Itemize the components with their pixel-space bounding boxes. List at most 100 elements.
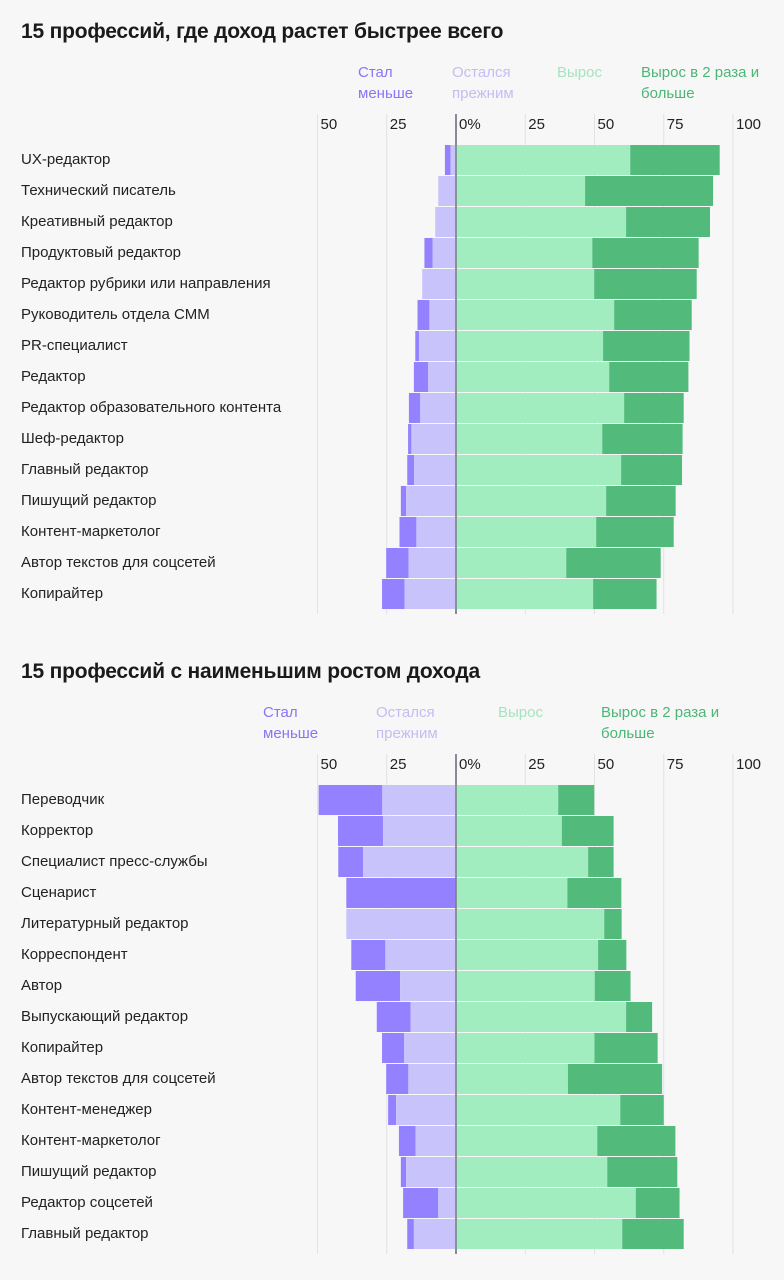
bar-unchanged xyxy=(429,300,456,330)
x-tick-label: 100 xyxy=(736,116,762,133)
bar-decreased xyxy=(413,362,429,392)
bar-unchanged xyxy=(411,424,456,454)
category-label: Шеф-редактор xyxy=(21,430,124,447)
bar-grew xyxy=(456,909,605,939)
category-label: Литературный редактор xyxy=(21,915,189,932)
bar-grew xyxy=(456,331,604,361)
x-tick-label: 75 xyxy=(666,756,684,773)
legend-grew: Вырос xyxy=(557,64,602,81)
x-tick-label: 50 xyxy=(597,756,615,773)
bar-doubled xyxy=(567,1064,663,1094)
bar-decreased xyxy=(407,1219,414,1249)
bar-decreased xyxy=(382,579,405,609)
bar-doubled xyxy=(606,486,676,516)
category-label: Главный редактор xyxy=(21,461,149,478)
bar-grew xyxy=(456,424,603,454)
category-label: Технический писатель xyxy=(21,182,176,199)
category-label: Руководитель отдела СММ xyxy=(21,306,210,323)
bar-grew xyxy=(456,145,631,175)
bar-decreased xyxy=(318,785,383,815)
bar-doubled xyxy=(621,455,683,485)
bar-grew xyxy=(456,1002,627,1032)
bar-grew xyxy=(456,455,622,485)
category-label: Пишущий редактор xyxy=(21,1163,157,1180)
legend-doubled-bottom: Вырос в 2 раза и больше xyxy=(601,704,720,742)
category-label: Редактор рубрики или направления xyxy=(21,275,271,292)
bar-unchanged xyxy=(410,1002,456,1032)
bar-grew xyxy=(456,1033,595,1063)
bar-doubled xyxy=(594,1033,658,1063)
bar-decreased xyxy=(400,1157,407,1187)
category-label: UX-редактор xyxy=(21,151,111,168)
chart-title-bottom: 15 профессий с наименьшим ростом дохода xyxy=(21,660,480,683)
bar-unchanged xyxy=(346,909,456,939)
bar-doubled xyxy=(604,909,622,939)
bar-unchanged xyxy=(419,331,456,361)
x-tick-label: 50 xyxy=(597,116,615,133)
category-label: Корректор xyxy=(21,822,94,839)
legend-unchanged: Остался прежним xyxy=(452,64,514,102)
category-label: Автор текстов для соцсетей xyxy=(21,554,216,571)
bar-decreased xyxy=(408,393,421,423)
category-label: Переводчик xyxy=(21,791,105,808)
bar-decreased xyxy=(403,1188,439,1218)
bar-grew xyxy=(456,362,610,392)
bar-doubled xyxy=(567,878,622,908)
bar-decreased xyxy=(376,1002,411,1032)
bar-grew xyxy=(456,1064,568,1094)
legend-decreased: Стал меньше xyxy=(358,64,414,102)
legend-doubled: Вырос в 2 раза и больше xyxy=(641,64,760,102)
category-label: Сценарист xyxy=(21,884,97,901)
bar-unchanged xyxy=(385,940,456,970)
category-label: Автор текстов для соцсетей xyxy=(21,1070,216,1087)
bar-grew xyxy=(456,517,597,547)
category-label: Контент-маркетолог xyxy=(21,1132,161,1149)
category-label: Редактор xyxy=(21,368,86,385)
category-label: Копирайтер xyxy=(21,1039,104,1056)
bar-unchanged xyxy=(428,362,456,392)
bar-doubled xyxy=(607,1157,678,1187)
bar-grew xyxy=(456,816,562,846)
bar-doubled xyxy=(592,238,699,268)
bar-doubled xyxy=(609,362,689,392)
bar-grew xyxy=(456,940,599,970)
bar-unchanged xyxy=(438,176,456,206)
bar-doubled xyxy=(596,517,674,547)
bar-grew xyxy=(456,300,615,330)
bar-unchanged xyxy=(450,145,456,175)
bar-unchanged xyxy=(404,579,456,609)
category-label: Пишущий редактор xyxy=(21,492,157,509)
bar-unchanged xyxy=(420,393,456,423)
bar-doubled xyxy=(588,847,614,877)
x-tick-label: 25 xyxy=(528,756,545,773)
x-tick-label: 25 xyxy=(389,756,407,773)
bar-grew xyxy=(456,176,586,206)
category-label: Редактор образовательного контента xyxy=(21,399,282,416)
bar-unchanged xyxy=(414,455,456,485)
x-tick-label: 100 xyxy=(736,756,762,773)
bar-decreased xyxy=(338,847,364,877)
bar-grew xyxy=(456,785,559,815)
bar-doubled xyxy=(594,971,631,1001)
bar-decreased xyxy=(417,300,430,330)
bar-unchanged xyxy=(406,1157,456,1187)
bar-doubled xyxy=(635,1188,680,1218)
bar-unchanged xyxy=(415,1126,456,1156)
category-label: Контент-маркетолог xyxy=(21,523,161,540)
bar-unchanged xyxy=(416,517,456,547)
bar-unchanged xyxy=(408,1064,456,1094)
chart-title-top: 15 профессий, где доход растет быстрее в… xyxy=(21,20,504,43)
x-tick-label: 0% xyxy=(459,756,481,773)
bar-decreased xyxy=(400,486,407,516)
bar-grew xyxy=(456,238,593,268)
bar-doubled xyxy=(614,300,692,330)
bar-grew xyxy=(456,878,568,908)
bar-doubled xyxy=(593,579,657,609)
x-tick-label: 25 xyxy=(528,116,545,133)
bar-decreased xyxy=(408,424,412,454)
x-tick-label: 50 xyxy=(320,756,338,773)
x-tick-label: 75 xyxy=(666,116,684,133)
bar-doubled xyxy=(561,816,614,846)
bar-unchanged xyxy=(404,1033,456,1063)
bar-doubled xyxy=(626,1002,653,1032)
